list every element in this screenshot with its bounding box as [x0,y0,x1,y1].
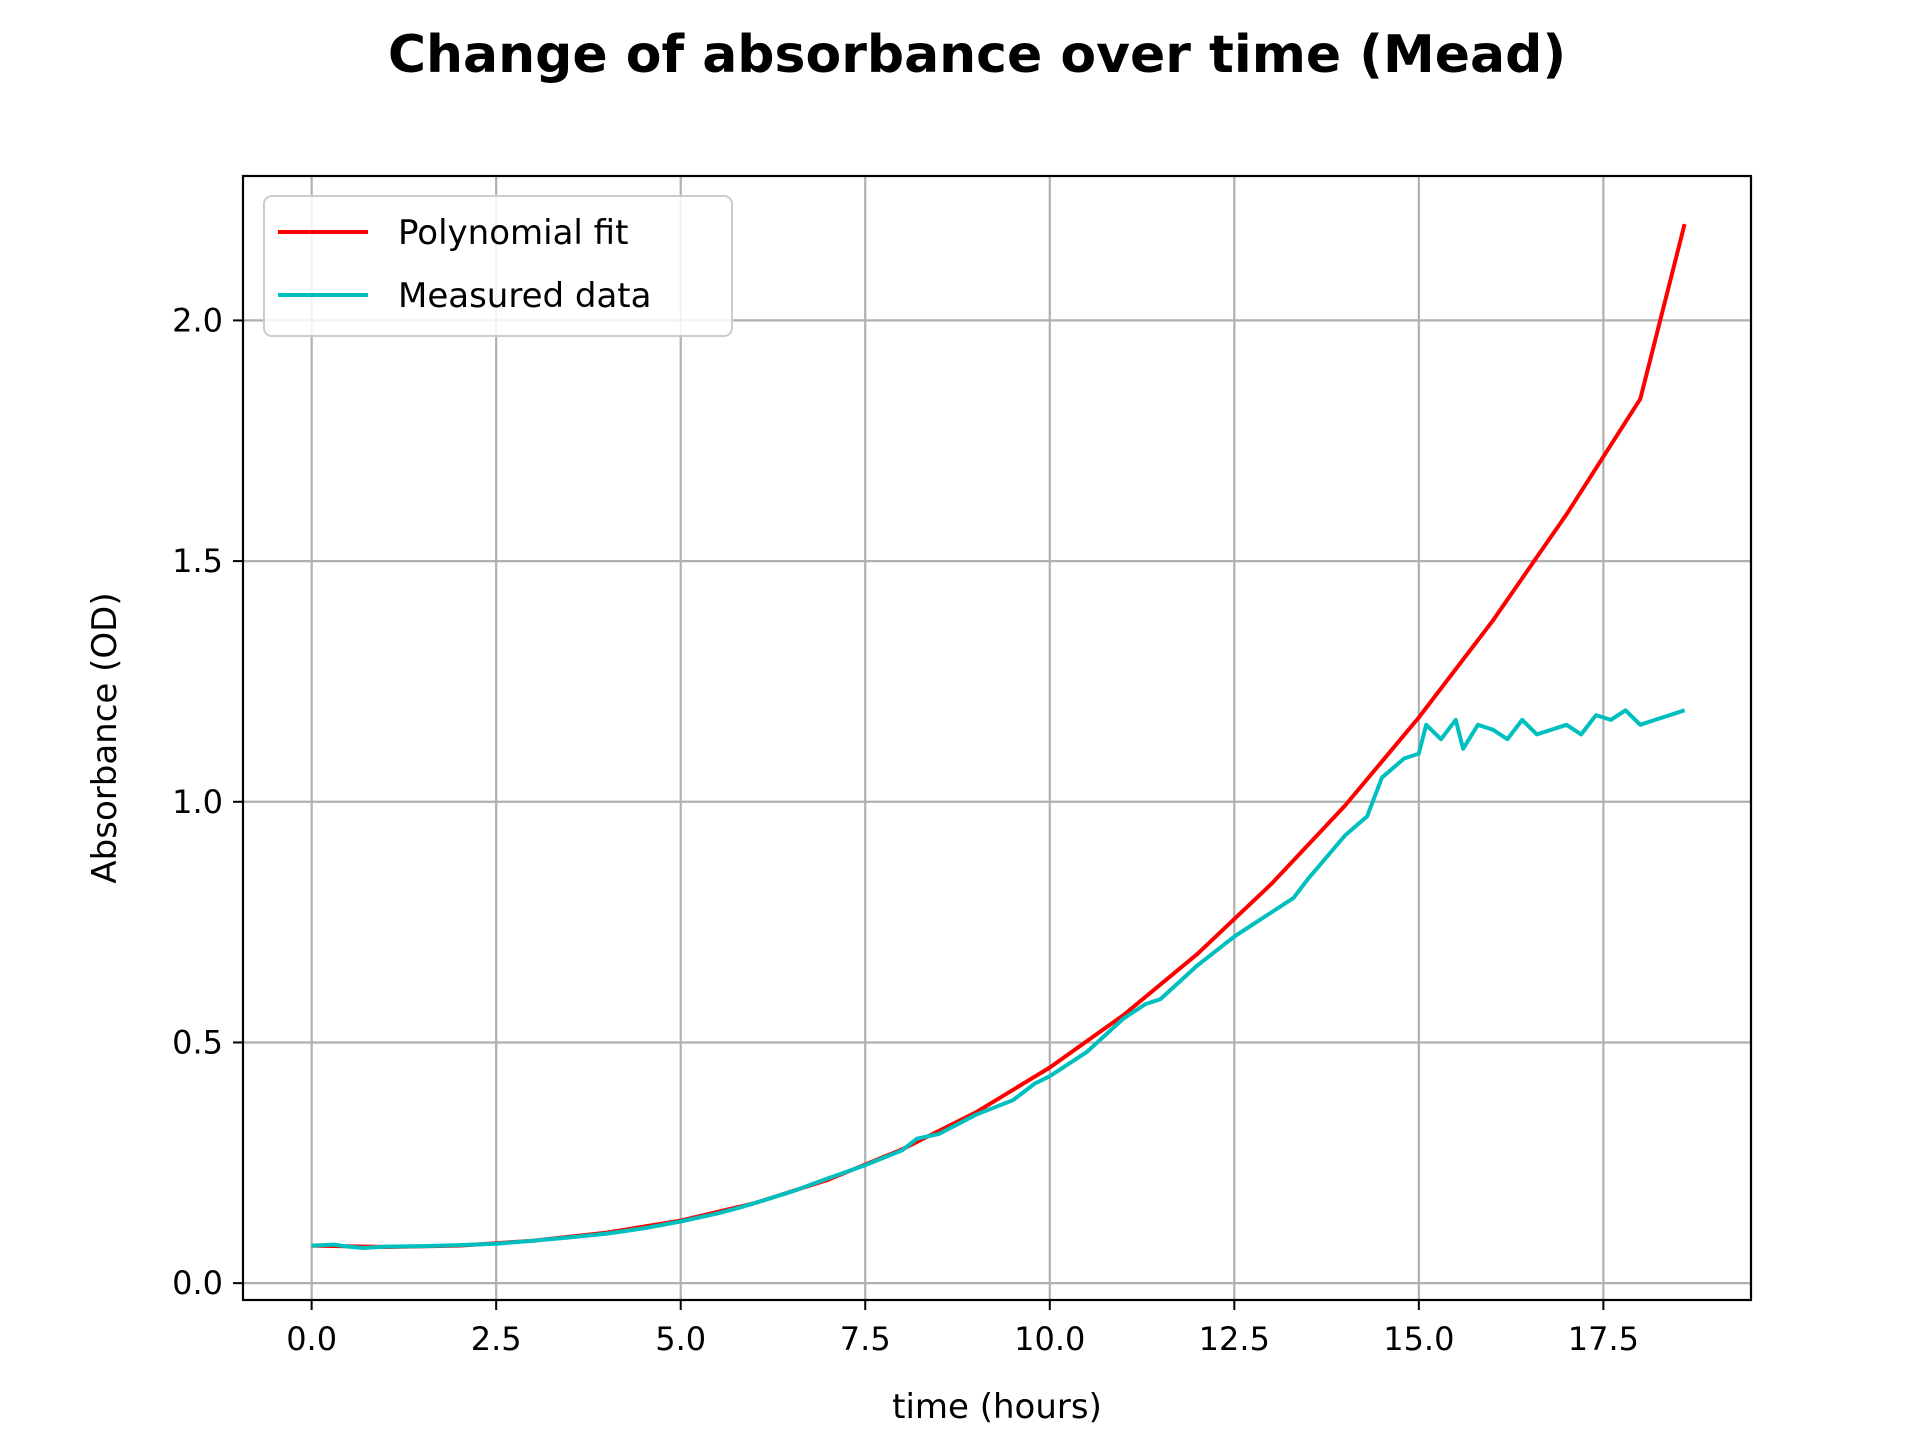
y-tick-label: 0.0 [172,1264,223,1302]
series-line-measured-data [311,708,1686,1250]
y-tick-label: 1.0 [172,783,223,821]
x-tick-label: 10.0 [1014,1320,1085,1358]
y-tick-label: 2.0 [172,301,223,339]
series-lines [311,223,1687,1250]
y-tick-label: 1.5 [172,542,223,580]
legend: Polynomial fit Measured data [263,195,733,337]
x-tick-label: 17.5 [1568,1320,1639,1358]
x-tick-label: 12.5 [1199,1320,1270,1358]
plot-area [243,176,1751,1300]
x-tick-label: 5.0 [655,1320,706,1358]
y-tick-label: 0.5 [172,1023,223,1061]
x-tick-label: 0.0 [286,1320,337,1358]
legend-label-polynomial-fit: Polynomial fit [398,213,628,253]
ticks: 0.0 2.5 5.0 7.5 10.0 12.5 15.0 17.5 0.0 0.5 1.0 1.5… [172,301,1639,1358]
x-tick-label: 15.0 [1383,1320,1454,1358]
chart-title: Change of absorbance over time (Mead) [388,25,1566,85]
x-tick-label: 2.5 [471,1320,522,1358]
y-axis-label: Absorbance (OD) [85,592,125,883]
x-axis-label: time (hours) [892,1387,1102,1427]
legend-label-measured-data: Measured data [398,276,651,316]
plot-frame [241,174,1753,1302]
legend-box [263,195,733,337]
grid [243,176,1751,1300]
x-tick-label: 7.5 [840,1320,891,1358]
